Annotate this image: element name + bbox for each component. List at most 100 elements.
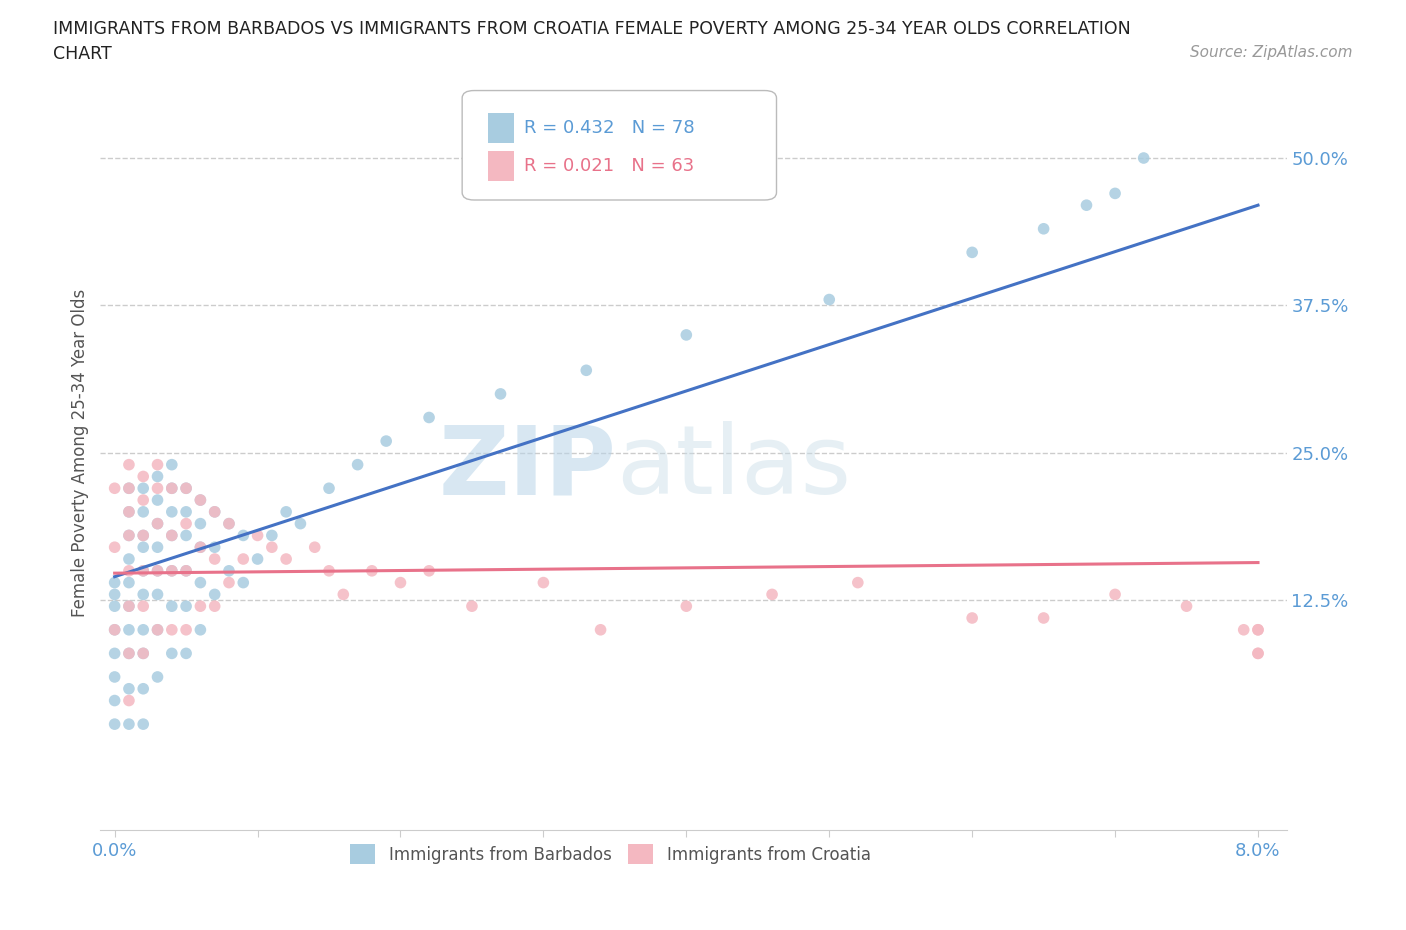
Point bbox=[132, 504, 155, 519]
Point bbox=[146, 622, 169, 637]
Point bbox=[160, 528, 183, 543]
Point bbox=[146, 539, 169, 554]
Point bbox=[132, 622, 155, 637]
Point bbox=[132, 528, 155, 543]
Point bbox=[118, 504, 141, 519]
Point bbox=[675, 599, 697, 614]
Point bbox=[118, 622, 141, 637]
Point bbox=[346, 458, 368, 472]
Point bbox=[146, 587, 169, 602]
Text: Source: ZipAtlas.com: Source: ZipAtlas.com bbox=[1189, 45, 1353, 60]
Point bbox=[204, 504, 226, 519]
Point bbox=[118, 551, 141, 566]
Point bbox=[118, 504, 141, 519]
Point bbox=[589, 622, 612, 637]
Point bbox=[104, 622, 127, 637]
Point bbox=[174, 481, 197, 496]
Point bbox=[1247, 646, 1270, 661]
Point bbox=[218, 564, 240, 578]
Point bbox=[232, 528, 254, 543]
Point bbox=[960, 245, 983, 259]
Point bbox=[190, 493, 212, 508]
Point bbox=[1076, 198, 1098, 213]
Point bbox=[174, 504, 197, 519]
Point bbox=[132, 646, 155, 661]
Point bbox=[118, 717, 141, 732]
Point bbox=[246, 528, 269, 543]
Point bbox=[132, 564, 155, 578]
Point bbox=[132, 717, 155, 732]
Point bbox=[174, 516, 197, 531]
Point bbox=[118, 481, 141, 496]
Point bbox=[276, 504, 298, 519]
Point bbox=[461, 599, 484, 614]
Point bbox=[204, 599, 226, 614]
Point bbox=[104, 481, 127, 496]
Point bbox=[146, 458, 169, 472]
Point bbox=[132, 682, 155, 697]
Point bbox=[146, 516, 169, 531]
Point bbox=[160, 599, 183, 614]
Point bbox=[1132, 151, 1154, 166]
Point bbox=[146, 564, 169, 578]
Point bbox=[118, 599, 141, 614]
Point bbox=[190, 516, 212, 531]
Point bbox=[118, 481, 141, 496]
Point bbox=[146, 516, 169, 531]
Point bbox=[160, 528, 183, 543]
Point bbox=[104, 599, 127, 614]
Point bbox=[361, 564, 384, 578]
Point bbox=[761, 587, 783, 602]
Point bbox=[418, 564, 440, 578]
Point bbox=[132, 469, 155, 484]
Point bbox=[260, 528, 283, 543]
Text: CHART: CHART bbox=[53, 45, 112, 62]
Point bbox=[118, 575, 141, 590]
Point bbox=[575, 363, 598, 378]
Point bbox=[132, 587, 155, 602]
Point bbox=[204, 539, 226, 554]
Point bbox=[318, 564, 340, 578]
Point bbox=[389, 575, 412, 590]
Point bbox=[818, 292, 841, 307]
Point bbox=[232, 551, 254, 566]
Point bbox=[104, 717, 127, 732]
Point bbox=[104, 539, 127, 554]
Point bbox=[146, 564, 169, 578]
Text: atlas: atlas bbox=[616, 421, 852, 514]
Point bbox=[146, 622, 169, 637]
Point bbox=[104, 693, 127, 708]
Point bbox=[104, 575, 127, 590]
Point bbox=[174, 646, 197, 661]
Point bbox=[174, 481, 197, 496]
Point bbox=[146, 469, 169, 484]
Point bbox=[1032, 611, 1054, 626]
Point bbox=[118, 528, 141, 543]
Point bbox=[290, 516, 312, 531]
Point bbox=[118, 646, 141, 661]
Text: R = 0.021   N = 63: R = 0.021 N = 63 bbox=[524, 157, 695, 175]
Point bbox=[174, 599, 197, 614]
Point bbox=[118, 528, 141, 543]
Point bbox=[418, 410, 440, 425]
Point bbox=[132, 481, 155, 496]
Point bbox=[846, 575, 869, 590]
FancyBboxPatch shape bbox=[488, 151, 515, 181]
Point bbox=[1175, 599, 1198, 614]
Point bbox=[118, 458, 141, 472]
Point bbox=[204, 551, 226, 566]
Point bbox=[160, 564, 183, 578]
Point bbox=[118, 564, 141, 578]
Point bbox=[118, 682, 141, 697]
Point bbox=[218, 575, 240, 590]
Point bbox=[318, 481, 340, 496]
Point bbox=[1233, 622, 1256, 637]
Point bbox=[531, 575, 554, 590]
Point bbox=[132, 646, 155, 661]
Point bbox=[1104, 587, 1126, 602]
Point bbox=[160, 646, 183, 661]
Point bbox=[190, 622, 212, 637]
Point bbox=[160, 481, 183, 496]
Point bbox=[160, 458, 183, 472]
Point bbox=[218, 516, 240, 531]
